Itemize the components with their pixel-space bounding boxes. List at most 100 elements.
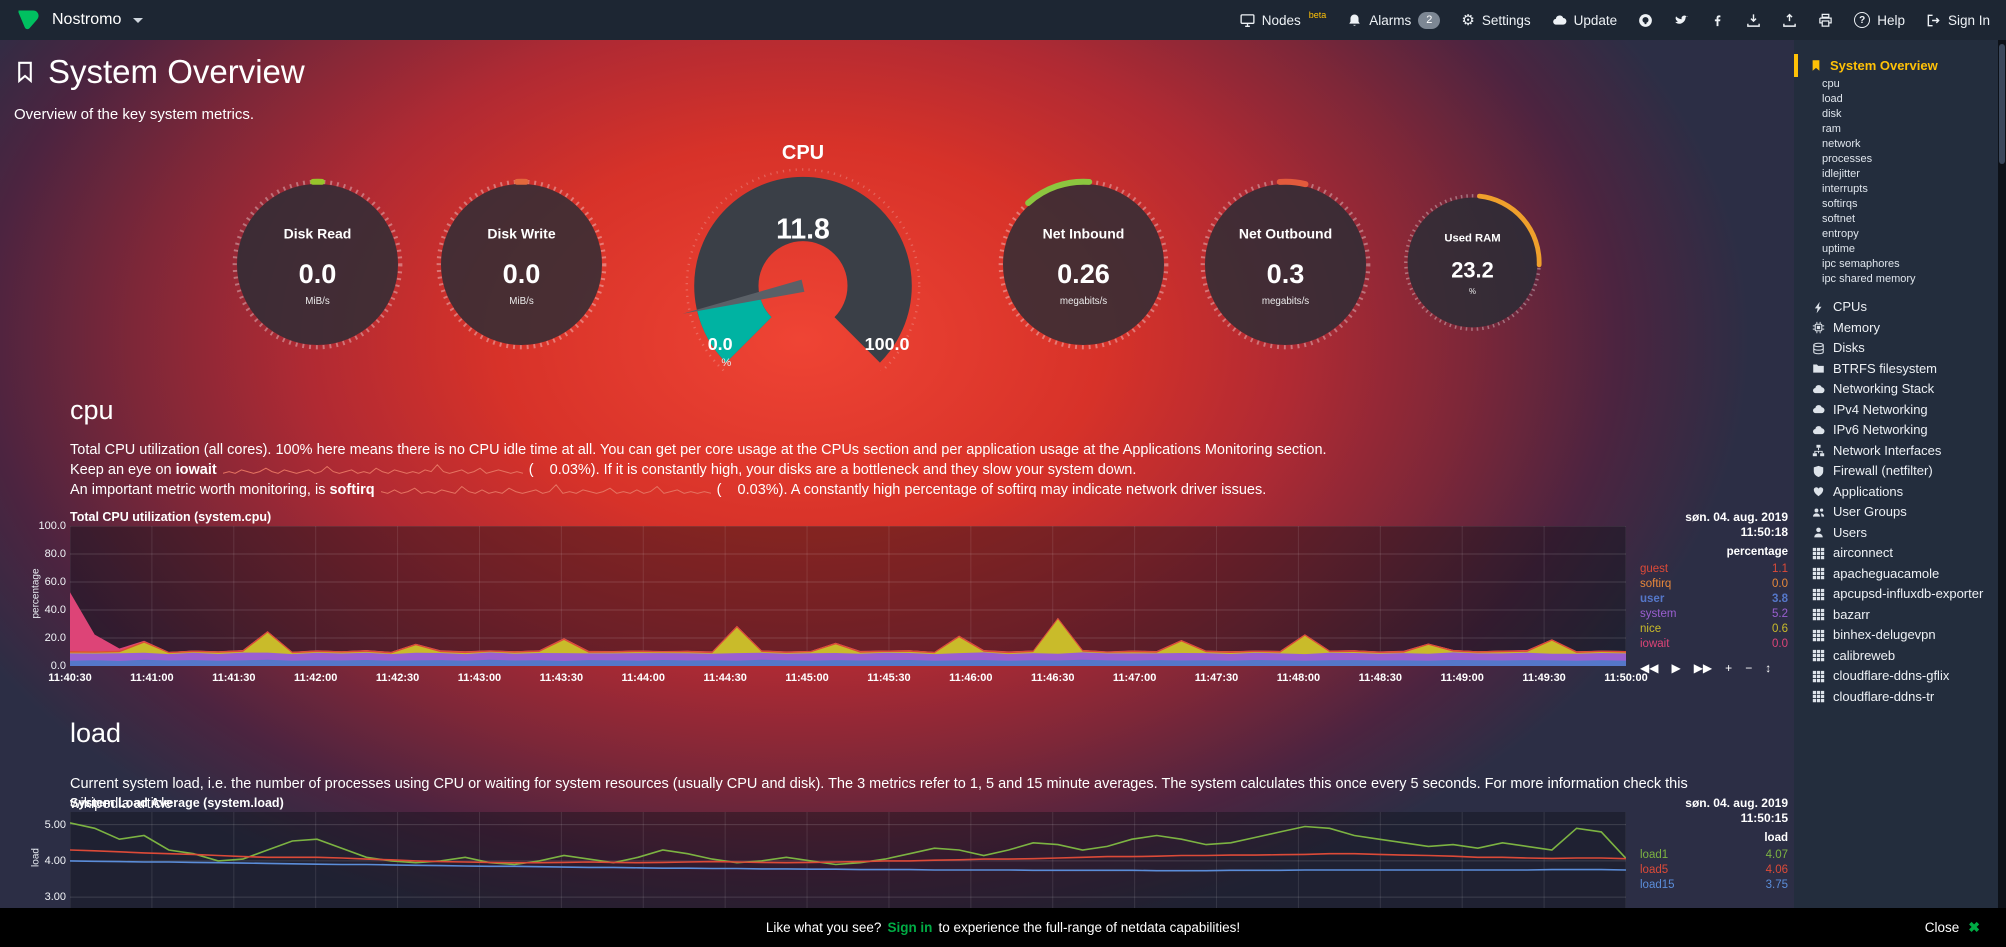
sidebar-item-bazarr[interactable]: bazarr (1794, 605, 1998, 626)
load-chart-plot[interactable] (70, 812, 1626, 908)
sidebar-item-disk[interactable]: disk (1822, 108, 1842, 120)
sidebar-item-apcupsd-influxdb-exporter[interactable]: apcupsd-influxdb-exporter (1794, 584, 1998, 605)
sidebar-item-ram[interactable]: ram (1822, 123, 1841, 135)
gauge-used-ram[interactable]: Used RAM 23.2% (1402, 192, 1543, 333)
x-tick-label: 11:40:30 (48, 672, 92, 684)
sidebar-item-user-groups[interactable]: User Groups (1794, 502, 1998, 523)
sidebar-item-processes[interactable]: processes (1822, 153, 1873, 165)
print-button[interactable] (1818, 13, 1833, 28)
sidebar-item-airconnect[interactable]: airconnect (1794, 543, 1998, 564)
sidebar-item-btrfs-filesystem[interactable]: BTRFS filesystem (1794, 359, 1998, 380)
sidebar-item-ipc-shared-memory[interactable]: ipc shared memory (1822, 273, 1916, 285)
sidebar-item-binhex-delugevpn[interactable]: binhex-delugevpn (1794, 625, 1998, 646)
facebook-button[interactable] (1710, 13, 1725, 28)
twitter-icon (1674, 13, 1689, 28)
gauge-disk-read[interactable]: Disk Read 0.0 MiB/s (230, 177, 405, 352)
legend-item-system[interactable]: system 5.2 (1640, 608, 1788, 620)
gauge-disk-write[interactable]: Disk Write 0.0 MiB/s (434, 177, 609, 352)
settings-button[interactable]: ⚙ Settings (1461, 13, 1530, 28)
page-title: System Overview (48, 53, 305, 90)
nodes-button[interactable]: Nodes beta (1240, 10, 1326, 28)
y-tick-label: 0.0 (50, 660, 66, 672)
y-tick-label: 5.00 (44, 818, 66, 831)
netdata-logo-icon[interactable] (16, 8, 42, 32)
legend-item-softirq[interactable]: softirq 0.0 (1640, 578, 1788, 590)
sidebar-item-interrupts[interactable]: interrupts (1822, 183, 1868, 195)
x-tick-label: 11:43:30 (539, 672, 584, 684)
legend-item-nice[interactable]: nice 0.6 (1640, 623, 1788, 635)
sidebar-item-cpu[interactable]: cpu (1822, 78, 1840, 90)
gauge-net-outbound[interactable]: Net Outbound 0.3 megabits/s (1198, 177, 1373, 352)
section-heading-cpu: cpu (70, 395, 114, 425)
sign-in-button[interactable]: Sign In (1926, 13, 1990, 28)
svg-text:%: % (721, 357, 731, 369)
sidebar-item-load[interactable]: load (1822, 93, 1843, 105)
alarms-count-badge: 2 (1418, 11, 1441, 29)
legend-unit: percentage (1726, 546, 1788, 558)
sidebar-item-network-interfaces[interactable]: Network Interfaces (1794, 441, 1998, 462)
alarms-button[interactable]: Alarms 2 (1347, 11, 1441, 29)
svg-text:Used RAM: Used RAM (1444, 232, 1500, 244)
sidebar-item-ipv6-networking[interactable]: IPv6 Networking (1794, 420, 1998, 441)
sidebar-item-ipc-semaphores[interactable]: ipc semaphores (1822, 258, 1900, 270)
page-scrollbar[interactable] (1998, 40, 2006, 947)
sidebar-item-softirqs[interactable]: softirqs (1822, 198, 1858, 210)
sidebar-item-uptime[interactable]: uptime (1822, 243, 1856, 255)
cpu-chart: Total CPU utilization (system.cpu) perce… (28, 510, 1789, 705)
play-icon[interactable]: ▶ (1671, 661, 1681, 675)
pan-icon[interactable]: ↕ (1765, 661, 1772, 675)
twitter-button[interactable] (1674, 13, 1689, 28)
legend-item-guest[interactable]: guest 1.1 (1640, 563, 1788, 575)
heart-icon (1812, 485, 1825, 498)
sidebar-item-entropy[interactable]: entropy (1822, 228, 1859, 240)
sidebar-item-memory[interactable]: Memory (1794, 318, 1998, 339)
legend-item-load5[interactable]: load5 4.06 (1640, 864, 1788, 876)
node-name-menu[interactable]: Nostromo (52, 11, 122, 28)
update-button[interactable]: Update (1552, 13, 1617, 28)
sidebar-item-cpus[interactable]: CPUs (1794, 297, 1998, 318)
github-button[interactable] (1638, 13, 1653, 28)
legend-item-load1[interactable]: load1 4.07 (1640, 849, 1788, 861)
sidebar-item-ipv4-networking[interactable]: IPv4 Networking (1794, 400, 1998, 421)
x-tick-label: 11:47:30 (1194, 672, 1239, 684)
skip-forward-icon[interactable]: ▶▶ (1693, 661, 1713, 675)
sidebar-item-idlejitter[interactable]: idlejitter (1822, 168, 1860, 180)
chart-title: Total CPU utilization (system.cpu) (70, 510, 272, 524)
sidebar-item-users[interactable]: Users (1794, 523, 1998, 544)
footer-close-button[interactable]: Close ✖ (1924, 919, 1980, 935)
sidebar-item-firewall-netfilter-[interactable]: Firewall (netfilter) (1794, 461, 1998, 482)
top-navbar: Nostromo Nodes beta Alarms 2 ⚙ Settings Upd… (0, 0, 2006, 40)
x-tick-label: 11:42:30 (375, 672, 420, 684)
gauge-cpu[interactable]: CPU 11.8 0.0 100.0% (673, 142, 933, 404)
sidebar-item-network[interactable]: network (1822, 138, 1861, 150)
sign-in-label: Sign In (1947, 12, 1990, 28)
zoom-in-icon[interactable]: + (1725, 661, 1733, 675)
x-tick-label: 11:44:30 (703, 672, 747, 684)
sign-in-link[interactable]: Sign in (887, 920, 933, 935)
sidebar-item-softnet[interactable]: softnet (1822, 213, 1856, 225)
legend-item-iowait[interactable]: iowait 0.0 (1640, 638, 1788, 650)
svg-text:0.3: 0.3 (1266, 257, 1304, 288)
sidebar-item-applications[interactable]: Applications (1794, 482, 1998, 503)
cpu-chart-plot[interactable] (70, 526, 1626, 666)
users-icon (1812, 506, 1825, 519)
legend-item-user[interactable]: user 3.8 (1640, 593, 1788, 605)
help-button[interactable]: ? Help (1854, 12, 1905, 28)
cpu-description-line3: An important metric worth monitoring, is… (70, 482, 1267, 498)
scrollbar-thumb[interactable] (1999, 44, 2005, 164)
import-snapshot-button[interactable] (1746, 13, 1761, 28)
facebook-icon (1710, 13, 1725, 28)
zoom-out-icon[interactable]: − (1745, 661, 1753, 675)
gauge-net-inbound[interactable]: Net Inbound 0.26 megabits/s (996, 177, 1171, 352)
sidebar-item-disks[interactable]: Disks (1794, 338, 1998, 359)
sidebar-item-cloudflare-ddns-tr[interactable]: cloudflare-ddns-tr (1794, 687, 1998, 708)
sidebar-item-calibreweb[interactable]: calibreweb (1794, 646, 1998, 667)
sidebar-item-system-overview[interactable]: System Overview (1794, 54, 1998, 77)
chevron-down-icon[interactable] (133, 17, 144, 23)
sidebar-item-cloudflare-ddns-gflix[interactable]: cloudflare-ddns-gflix (1794, 666, 1998, 687)
sidebar-item-networking-stack[interactable]: Networking Stack (1794, 379, 1998, 400)
legend-item-load15[interactable]: load15 3.75 (1640, 879, 1788, 891)
skip-back-icon[interactable]: ◀◀ (1640, 661, 1659, 675)
sidebar-item-apacheguacamole[interactable]: apacheguacamole (1794, 564, 1998, 585)
export-snapshot-button[interactable] (1782, 13, 1797, 28)
